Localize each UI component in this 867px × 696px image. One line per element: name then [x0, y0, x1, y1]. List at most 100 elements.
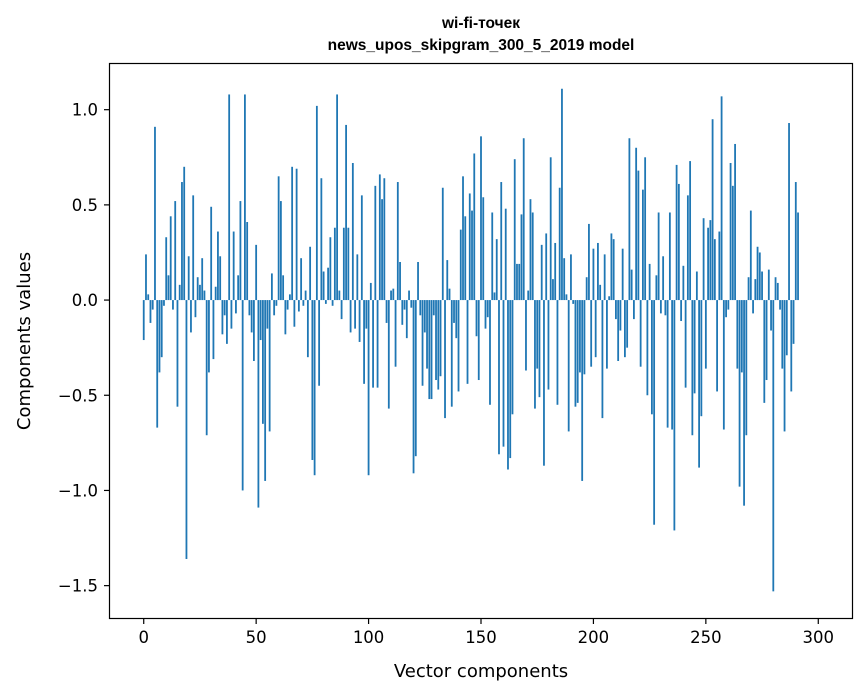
bar: [543, 300, 545, 466]
bar: [754, 279, 757, 301]
bar: [324, 300, 327, 304]
bar: [792, 300, 795, 344]
bar: [664, 300, 667, 316]
bar: [187, 256, 190, 301]
bar: [250, 300, 253, 333]
bar: [529, 199, 532, 301]
bar: [365, 300, 368, 329]
bar: [592, 248, 595, 301]
y-tick-label: 0.0: [72, 291, 98, 310]
bars-group: [142, 88, 799, 592]
y-axis-label: Components values: [14, 252, 35, 430]
bar: [286, 300, 289, 310]
bar: [601, 300, 604, 419]
bar: [232, 231, 235, 301]
bar: [331, 300, 334, 306]
bar: [158, 300, 161, 373]
x-tick-label: 300: [803, 628, 835, 647]
bar: [214, 286, 217, 301]
bar: [167, 275, 170, 301]
bar: [682, 265, 685, 301]
bar: [540, 244, 543, 301]
bar: [779, 300, 781, 310]
bar: [624, 300, 626, 358]
bar: [174, 201, 177, 301]
bar: [264, 300, 267, 481]
bar: [693, 300, 696, 394]
bar: [268, 300, 271, 432]
bar: [633, 300, 635, 320]
bar: [462, 176, 464, 301]
bar: [336, 94, 338, 301]
bar: [520, 214, 523, 301]
bar: [525, 300, 527, 371]
bar: [563, 258, 566, 301]
bar: [203, 290, 206, 301]
bar: [313, 300, 316, 476]
bar: [387, 300, 390, 409]
bar: [734, 143, 736, 301]
bar: [504, 208, 507, 301]
bar: [743, 300, 745, 506]
bar: [477, 300, 480, 381]
bar: [466, 300, 469, 384]
bar: [788, 123, 790, 301]
bar: [210, 206, 213, 301]
bar: [235, 300, 237, 314]
bar: [448, 288, 451, 301]
bar: [358, 300, 361, 342]
bar: [435, 300, 437, 381]
bar: [700, 300, 703, 417]
bar: [583, 300, 586, 375]
bar: [147, 294, 150, 301]
bar: [756, 246, 759, 301]
bar: [691, 300, 694, 436]
bar: [464, 216, 467, 301]
bar: [421, 300, 424, 386]
bar: [471, 210, 473, 301]
bar: [513, 159, 516, 301]
bar: [372, 300, 374, 388]
bar: [718, 231, 721, 301]
bar: [201, 258, 204, 301]
bar: [318, 300, 321, 386]
bar: [534, 300, 536, 409]
bar: [412, 300, 415, 474]
bar: [668, 212, 671, 301]
bar: [183, 166, 186, 301]
bar: [628, 138, 631, 301]
bar: [581, 300, 584, 481]
bar: [226, 300, 228, 344]
bar: [648, 263, 651, 301]
bar: [293, 300, 296, 327]
bar: [390, 290, 392, 301]
y-tick-label: −1.5: [58, 577, 98, 596]
bar: [599, 284, 602, 301]
bar: [309, 246, 312, 301]
bar: [376, 300, 379, 388]
bar: [291, 166, 294, 301]
bar: [295, 168, 298, 301]
bar: [453, 300, 455, 323]
bar: [486, 300, 489, 318]
chart-subtitle: news_upos_skipgram_300_5_2019 model: [328, 37, 635, 54]
bar: [149, 300, 152, 323]
bar: [219, 256, 222, 301]
bar: [610, 233, 613, 301]
bar: [259, 300, 262, 341]
bar: [383, 178, 386, 301]
bar: [437, 300, 440, 390]
bar: [655, 275, 658, 301]
bar: [151, 300, 154, 310]
bar: [320, 178, 323, 301]
bar: [340, 300, 343, 320]
plot-frame: [108, 62, 854, 620]
bar: [552, 279, 554, 301]
bar: [482, 197, 485, 301]
bar: [306, 300, 309, 358]
bar: [302, 300, 305, 306]
bar: [347, 227, 350, 301]
x-tick-label: 250: [690, 628, 722, 647]
